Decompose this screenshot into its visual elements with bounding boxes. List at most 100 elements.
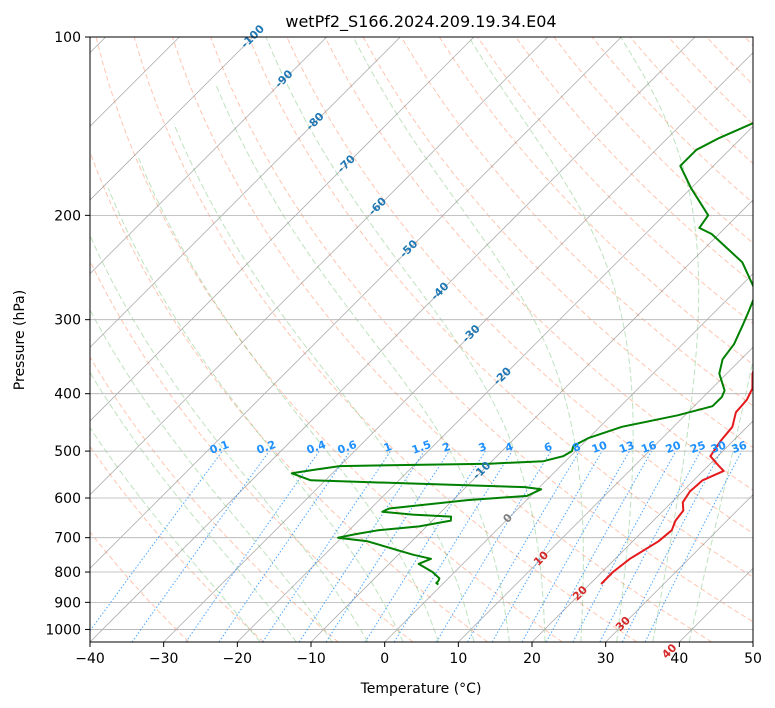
- moist-adiabats: [90, 37, 753, 642]
- isotherm-line: [163, 52, 753, 642]
- moist-adiabat-line: [90, 371, 297, 642]
- isotherm-line: [90, 37, 475, 422]
- y-axis: 100 200 300 400 500 600 700 800 900 1000: [45, 30, 90, 638]
- mixing-ratio-line: [393, 450, 513, 642]
- y-tick-label: 800: [54, 565, 81, 581]
- isotherm-line: [90, 37, 696, 642]
- y-tick-label: 1000: [45, 622, 81, 638]
- sounding-profiles: [290, 122, 753, 586]
- y-tick-label: 100: [54, 30, 81, 46]
- plot-frame: [89, 36, 754, 643]
- mixing-ratio-lines: [90, 450, 743, 642]
- isotherm-line: [605, 494, 753, 642]
- dry-adiabat-line: [133, 37, 638, 642]
- plot-background: [90, 37, 753, 642]
- mixing-ratio-line: [545, 450, 653, 642]
- mixing-ratio-label: 1.5: [410, 438, 433, 457]
- y-tick-label: 300: [54, 313, 81, 329]
- moist-adiabat-line: [468, 37, 634, 642]
- mixing-ratio-line: [621, 450, 722, 642]
- dewpoint-profile-line: [290, 122, 753, 586]
- mixing-ratio-label: 8: [571, 440, 583, 455]
- isotherm-line: [90, 37, 401, 348]
- y-tick-label: 200: [54, 208, 81, 224]
- mixing-ratio-label: 3: [477, 440, 489, 455]
- x-tick-label: 0: [380, 651, 389, 667]
- x-tick-label: 50: [744, 651, 762, 667]
- moist-adiabat-line: [352, 37, 584, 642]
- y-axis-label: Pressure (hPa): [12, 290, 28, 390]
- x-tick-label: −30: [149, 651, 179, 667]
- moist-adiabat-line: [620, 37, 700, 642]
- mixing-ratio-label: 0.2: [255, 438, 278, 457]
- mixing-ratio-line: [325, 450, 450, 642]
- mixing-ratio-label: 30: [709, 439, 728, 457]
- mixing-ratio-label: 1: [382, 440, 394, 455]
- x-tick-label: −10: [296, 651, 326, 667]
- dry-adiabat-line: [400, 37, 753, 407]
- dry-adiabat-line: [324, 37, 753, 491]
- moist-adiabat-line: [173, 123, 475, 642]
- moist-adiabat-line: [265, 37, 546, 642]
- moist-adiabat-line: [90, 308, 333, 642]
- isotherm-line: [458, 346, 753, 642]
- mixing-ratio-line: [218, 450, 351, 642]
- moist-adiabat-line: [90, 426, 261, 642]
- moist-adiabat-line: [138, 157, 439, 642]
- isotherm-line: [531, 420, 753, 642]
- moist-adiabat-line: [107, 188, 404, 642]
- mixing-ratio-label: 36: [730, 439, 749, 457]
- mixing-ratio-label: 20: [664, 439, 683, 457]
- isotherm-line: [752, 641, 753, 642]
- temperature-profile-line: [600, 369, 753, 585]
- chart-title: wetPf2_S166.2024.209.19.34.E04: [285, 12, 556, 32]
- dry-adiabat-line: [90, 150, 488, 642]
- mixing-ratio-label: 2: [441, 440, 453, 455]
- dry-adiabat-line: [90, 356, 339, 642]
- mixing-ratio-label: 0.1: [208, 438, 231, 457]
- x-axis: −40 −30 −20 −10 0 10 20 30 40 50: [75, 642, 762, 667]
- isotherm-line: [237, 125, 753, 642]
- mixing-ratio-label: 16: [640, 439, 659, 457]
- y-tick-label: 700: [54, 531, 81, 547]
- mixing-ratio-line: [435, 450, 552, 642]
- x-tick-label: 10: [449, 651, 467, 667]
- x-tick-label: 20: [523, 651, 541, 667]
- isotherm-line: [90, 37, 254, 201]
- mixing-ratio-label: 10: [590, 439, 609, 457]
- mixing-ratio-label: 4: [503, 440, 515, 455]
- dry-adiabat-line: [210, 37, 753, 623]
- mixing-ratio-line: [90, 450, 223, 632]
- x-axis-label: Temperature (°C): [360, 681, 482, 697]
- mixing-ratio-line: [644, 450, 743, 642]
- isotherm-lines: [90, 37, 753, 642]
- dry-adiabat-line: [95, 37, 563, 642]
- mixing-ratio-line: [364, 450, 486, 642]
- y-tick-label: 500: [54, 444, 81, 460]
- dry-adiabat-line: [90, 445, 264, 642]
- mixing-ratio-line: [131, 450, 270, 642]
- isotherm-line: [90, 37, 548, 496]
- dry-adiabat-line: [90, 531, 190, 642]
- dry-adiabat-line: [248, 37, 753, 578]
- mixing-ratio-line: [298, 450, 425, 642]
- mixing-ratio-label: 25: [689, 439, 708, 456]
- moist-adiabat-line: [90, 234, 369, 642]
- mixing-ratio-label: 0.6: [336, 438, 359, 457]
- y-tick-label: 900: [54, 595, 81, 611]
- y-tick-label: 600: [54, 491, 81, 507]
- mixing-ratio-line: [262, 450, 392, 642]
- isotherm-line: [310, 199, 753, 642]
- mixing-ratio-label: 6: [542, 440, 554, 455]
- dry-adiabat-line: [438, 37, 753, 366]
- x-tick-label: −40: [75, 651, 105, 667]
- mixing-ratio-label: 13: [617, 439, 636, 456]
- isotherm-line: [90, 37, 327, 275]
- mixing-ratio-label: 0.4: [305, 438, 328, 457]
- mixing-ratio-line: [521, 450, 630, 642]
- isobar-gridlines: [90, 37, 753, 630]
- x-tick-label: 30: [597, 651, 615, 667]
- x-tick-label: 40: [670, 651, 688, 667]
- y-tick-label: 400: [54, 387, 81, 403]
